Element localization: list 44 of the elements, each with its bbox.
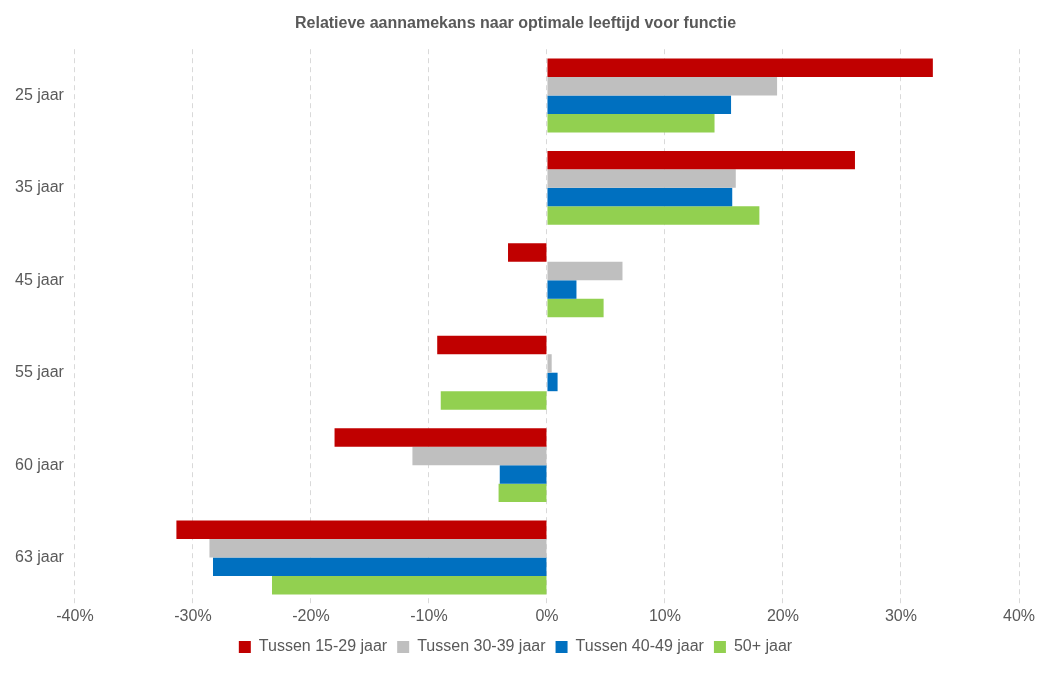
x-tick-label: -40% bbox=[56, 606, 94, 624]
x-tick-label: 40% bbox=[1002, 606, 1036, 624]
bar bbox=[440, 391, 547, 410]
bar bbox=[547, 76, 778, 96]
x-tick-label: 0% bbox=[535, 606, 559, 624]
bar bbox=[547, 169, 736, 188]
legend-label: 50+ jaar bbox=[733, 637, 793, 655]
y-tick-label: 45 jaar bbox=[15, 270, 65, 288]
bar bbox=[547, 372, 558, 392]
bar bbox=[547, 187, 733, 207]
bar bbox=[547, 261, 623, 281]
y-tick-label: 35 jaar bbox=[15, 178, 65, 196]
y-tick-label: 60 jaar bbox=[15, 455, 65, 473]
bar bbox=[547, 354, 552, 373]
bar bbox=[547, 113, 715, 133]
bar bbox=[437, 335, 547, 355]
y-tick-label: 25 jaar bbox=[15, 85, 65, 103]
legend-label: Tussen 30-39 jaar bbox=[417, 637, 547, 655]
chart-title: Relatieve aannamekans naar optimale leeftijd voor functie bbox=[294, 14, 737, 32]
bar bbox=[176, 520, 547, 540]
bar bbox=[547, 280, 577, 299]
x-tick-label: 20% bbox=[766, 606, 799, 624]
y-tick-label: 63 jaar bbox=[15, 547, 65, 565]
x-tick-label: 10% bbox=[648, 606, 681, 624]
bar bbox=[272, 576, 547, 595]
x-tick-label: -30% bbox=[174, 606, 212, 624]
bar bbox=[499, 465, 547, 484]
bar bbox=[209, 539, 547, 558]
bar bbox=[547, 150, 855, 170]
x-tick-label: 30% bbox=[884, 606, 918, 624]
x-tick-label: -20% bbox=[292, 606, 330, 624]
legend-label: Tussen 40-49 jaar bbox=[575, 637, 705, 655]
bar bbox=[547, 58, 933, 77]
bar bbox=[498, 483, 547, 503]
legend-label: Tussen 15-29 jaar bbox=[258, 637, 388, 655]
bar bbox=[212, 557, 547, 577]
x-tick-label: -10% bbox=[410, 606, 448, 624]
bar bbox=[547, 95, 732, 114]
y-tick-label: 55 jaar bbox=[15, 363, 65, 381]
bar bbox=[334, 428, 547, 447]
bar bbox=[412, 446, 547, 466]
bar bbox=[547, 206, 760, 225]
bar bbox=[547, 298, 604, 318]
bar bbox=[508, 243, 547, 262]
